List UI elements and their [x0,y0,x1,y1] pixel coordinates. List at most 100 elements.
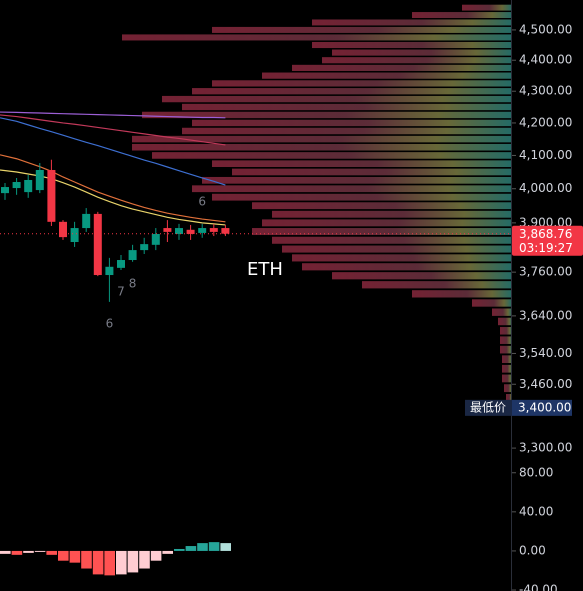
y-tick-label: 4,500.00 [519,22,572,36]
volume-profile-row [212,193,512,201]
low-marker-value: 3,400.00 [518,400,571,414]
volume-profile-row [362,281,512,289]
candle-body [70,228,79,243]
histogram-bar [208,542,220,551]
candle-body [24,179,33,193]
y-tick-label: -40.00 [519,583,558,591]
volume-profile-row [462,4,512,11]
histogram-bar [46,550,57,555]
y-tick-label: 4,100.00 [519,148,572,162]
histogram-bar [92,550,104,575]
volume-profile-row [192,119,512,127]
histogram-bar [34,550,46,552]
candle-body [117,260,125,268]
candle-body [59,221,67,238]
volume-profile-row [292,64,512,71]
count-label: 7 [117,285,125,299]
candle-body [151,233,160,245]
volume-profile-row [292,254,512,262]
histogram-bar [81,550,92,569]
histogram-bar [104,550,115,576]
volume-profile-row [262,219,512,227]
volume-profile-row [332,49,512,56]
histogram-bar [58,550,69,561]
count-label: 6 [106,316,114,330]
volume-profile-row [500,345,512,354]
last-price-label: 3,868.76 [519,227,572,241]
y-tick-label: 3,760.00 [519,265,572,279]
low-marker-label-box [465,399,512,416]
volume-profile-row [412,290,512,298]
volume-profile-row [272,210,512,218]
histogram-bar [11,550,23,555]
last-price-tag [512,225,583,256]
volume-profile-row [142,111,512,119]
moving-average-line [0,114,226,146]
histogram-bar [23,550,34,553]
histogram-bar [69,550,81,563]
volume-profile-row [500,327,512,335]
volume-profile-row [162,95,512,103]
volume-profile-row [252,202,512,210]
y-tick-label: 4,200.00 [519,115,572,129]
histogram-bar [127,550,139,573]
volume-profile-row [312,41,512,49]
low-marker-label: 最低价 [470,400,506,414]
histogram-bar [139,550,150,569]
moving-average-line [0,111,226,119]
volume-profile-row [502,374,512,383]
y-tick-label: 40.00 [519,504,553,518]
volume-profile-row [182,127,512,135]
histogram-bar [0,550,11,554]
volume-profile-row [262,72,512,79]
y-tick-label: 3,460.00 [519,377,572,391]
volume-profile-row [182,103,512,111]
volume-profile-row [492,308,512,316]
candle-body [82,213,91,229]
candle-body [128,250,137,261]
volume-profile-row [302,263,512,271]
countdown-label: 03:19:27 [519,241,573,255]
y-tick-label: 4,000.00 [519,181,572,195]
volume-profile-row [152,152,512,159]
histogram-bar [162,550,173,554]
volume-profile-row [132,143,512,151]
candle-body [209,228,218,232]
volume-profile-row [498,317,512,326]
volume-profile-row [272,236,512,244]
volume-profile-row [500,336,512,344]
volume-profile-row [332,272,512,280]
volume-profile-row [212,160,512,168]
candle-body [12,182,21,189]
volume-profile-row [212,26,512,33]
candle-body [93,213,102,276]
volume-profile-row [322,57,512,64]
volume-profile-row [504,384,512,393]
volume-profile-row [212,80,512,87]
candle-body [175,228,183,234]
y-tick-label: 4,300.00 [519,84,572,98]
moving-average-line [0,154,226,223]
histogram-bar [116,550,127,575]
y-tick-label: 3,300.00 [519,441,572,455]
volume-profile-row [472,299,512,307]
candle-body [1,187,9,194]
candle-body [47,169,56,222]
volume-profile-row [412,12,512,18]
candle-body [163,228,172,232]
volume-profile-row [192,88,512,95]
candle-body [140,244,149,251]
moving-average-line [0,117,226,186]
volume-profile-row [252,228,512,236]
volume-profile-row [232,168,512,176]
candle-body [221,228,230,234]
low-marker-tag [512,399,572,416]
histogram-bar [150,550,162,561]
volume-profile-row [312,19,512,26]
y-tick-label: 3,640.00 [519,308,572,322]
volume-profile-row [122,34,512,41]
volume-profile-row [132,135,512,143]
y-tick-label: 3,540.00 [519,346,572,360]
histogram-bar [174,548,185,551]
